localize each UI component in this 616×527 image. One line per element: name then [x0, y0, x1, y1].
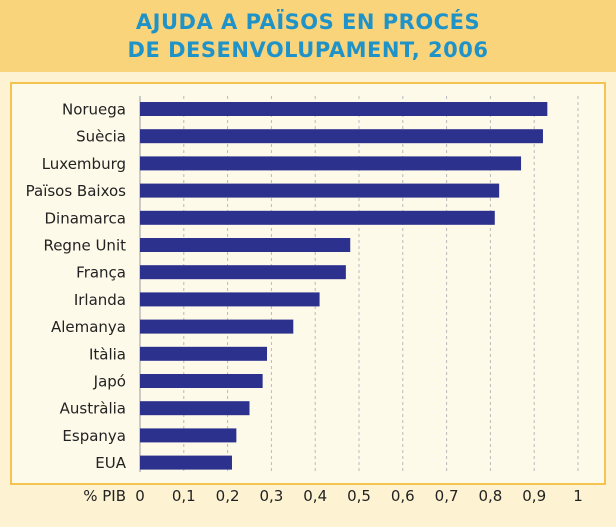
x-tick-label: 0,2 [216, 487, 240, 505]
chart-title-line-2: DE DESENVOLUPAMENT, 2006 [127, 38, 489, 62]
bar-pa-sos-baixos [140, 183, 500, 198]
category-label: Japó [93, 373, 126, 391]
bar-alemanya [140, 319, 294, 334]
x-tick-label: 0,8 [478, 487, 502, 505]
x-tick-label: 0,6 [391, 487, 415, 505]
plot-area-frame [10, 82, 606, 485]
bar-eua [140, 455, 232, 470]
category-label: Itàlia [89, 345, 126, 363]
bar-dinamarca [140, 210, 495, 225]
x-tick-label: 1 [573, 487, 583, 505]
category-label: Luxemburg [42, 155, 126, 173]
category-label: Irlanda [74, 291, 126, 309]
x-tick-label: 0,5 [347, 487, 371, 505]
category-label: Noruega [62, 101, 126, 119]
category-label: Dinamarca [45, 209, 127, 227]
category-labels: Noruega Suècia Luxemburg Països Baixos Dinam… [26, 101, 127, 473]
x-tick-label: 0 [135, 487, 145, 505]
category-label: Austràlia [60, 400, 126, 418]
x-tick-label: 0,9 [522, 487, 546, 505]
x-tick-label: 0,3 [259, 487, 283, 505]
bar-austr-lia [140, 401, 250, 416]
x-axis-ticks: 0 0,1 0,2 0,3 0,4 0,5 0,6 0,7 0,8 0,9 1 [135, 487, 583, 505]
x-tick-label: 0,4 [303, 487, 327, 505]
x-axis-label: % PIB [83, 487, 126, 505]
category-label: EUA [95, 454, 126, 472]
bar-luxemburg [140, 156, 522, 171]
category-label: Regne Unit [43, 237, 126, 255]
bar-espanya [140, 428, 237, 443]
x-tick-label: 0,1 [172, 487, 196, 505]
category-label: França [76, 264, 126, 282]
bar-regne-unit [140, 238, 351, 252]
bars [140, 102, 548, 470]
gridlines [139, 96, 579, 472]
bar-jap- [140, 374, 263, 388]
bar-fran-a [140, 265, 346, 280]
bar-irlanda [140, 292, 320, 307]
title-banner: AJUDA A PAÏSOS EN PROCÉS DE DESENVOLUPAM… [0, 0, 616, 72]
x-tick-label: 0,7 [435, 487, 459, 505]
category-label: Països Baixos [26, 182, 127, 200]
bar-it-lia [140, 346, 268, 361]
bar-su-cia [140, 129, 543, 144]
category-label: Alemanya [51, 318, 126, 336]
category-label: Suècia [76, 128, 126, 146]
bar-noruega [140, 102, 548, 116]
category-label: Espanya [62, 427, 126, 445]
chart-title-line-1: AJUDA A PAÏSOS EN PROCÉS [135, 10, 481, 34]
